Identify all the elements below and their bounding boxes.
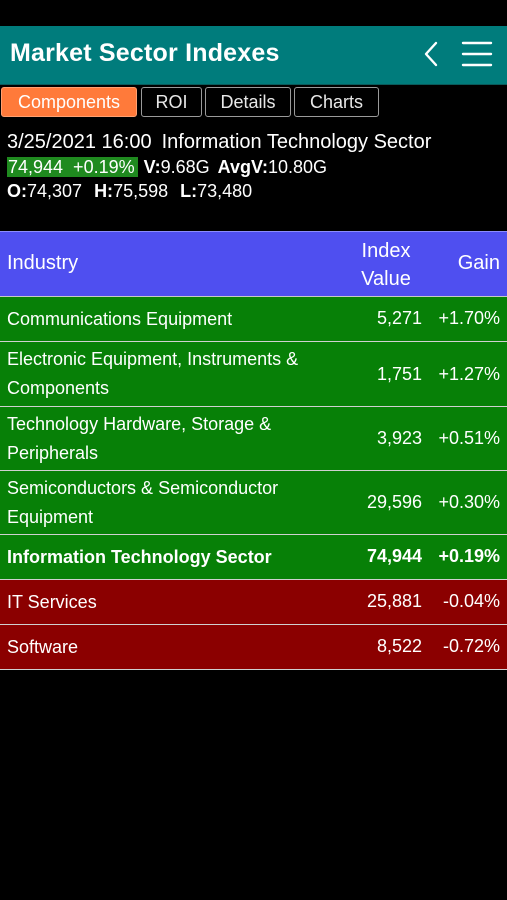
summary-line-datetime: 3/25/2021 16:00 Information Technology Se… <box>7 129 507 155</box>
column-header-index-value-line2: Value <box>361 268 411 290</box>
industry-name: Electronic Equipment, Instruments & Comp… <box>7 349 299 398</box>
table-header: Industry Index Value Gain <box>0 231 507 297</box>
sector-summary: 3/25/2021 16:00 Information Technology Se… <box>7 129 507 203</box>
high-label: H: <box>94 181 114 201</box>
open-value: 74,307 <box>27 181 83 201</box>
avg-volume-label: AvgV: <box>217 157 269 177</box>
industry-name: IT Services <box>7 592 97 612</box>
summary-line-ohl: O:74,307 H:75,598 L:73,480 <box>7 179 507 203</box>
low-label: L: <box>180 181 198 201</box>
gain-value: +1.70% <box>438 308 500 328</box>
index-value: 74,944 <box>366 546 422 566</box>
table-row[interactable]: Technology Hardware, Storage & Periphera… <box>0 407 507 471</box>
volume-label: V: <box>143 157 161 177</box>
gain-value: -0.72% <box>442 636 500 656</box>
column-header-index-value-line1: Index <box>361 240 411 262</box>
summary-sector: Information Technology Sector <box>161 131 432 153</box>
industry-table: Industry Index Value Gain Communications… <box>0 231 507 670</box>
low-value: 73,480 <box>197 181 253 201</box>
open-label: O: <box>7 181 27 201</box>
table-row[interactable]: Software 8,522 -0.72% <box>0 625 507 670</box>
industry-name: Technology Hardware, Storage & Periphera… <box>7 414 272 463</box>
table-row[interactable]: Semiconductors & Semiconductor Equipment… <box>0 471 507 535</box>
gain-value: +0.19% <box>438 546 500 566</box>
tab-roi[interactable]: ROI <box>141 87 202 117</box>
table-row[interactable]: IT Services 25,881 -0.04% <box>0 580 507 625</box>
tab-components[interactable]: Components <box>1 87 137 117</box>
industry-name: Communications Equipment <box>7 309 233 329</box>
index-value: 8,522 <box>376 636 422 656</box>
high-value: 75,598 <box>113 181 169 201</box>
index-value: 29,596 <box>366 492 422 512</box>
volume-value: 9.68G <box>160 157 210 177</box>
industry-name: Information Technology Sector <box>7 547 272 567</box>
index-value: 5,271 <box>376 308 422 328</box>
gain-value: +0.51% <box>438 428 500 448</box>
gain-value: +0.30% <box>438 492 500 512</box>
column-header-index-value[interactable]: Index Value <box>351 237 421 293</box>
index-value: 1,751 <box>376 364 422 384</box>
index-value: 3,923 <box>376 428 422 448</box>
column-header-gain[interactable]: Gain <box>457 252 500 274</box>
chevron-left-icon[interactable] <box>418 40 446 68</box>
tab-details[interactable]: Details <box>205 87 291 117</box>
table-row[interactable]: Communications Equipment 5,271 +1.70% <box>0 297 507 342</box>
summary-line-price: 74,944 +0.19% V:9.68G AvgV:10.80G <box>7 155 507 179</box>
hamburger-menu-icon[interactable] <box>460 40 494 68</box>
table-row[interactable]: Electronic Equipment, Instruments & Comp… <box>0 342 507 407</box>
avg-volume-value: 10.80G <box>268 157 328 177</box>
summary-datetime: 3/25/2021 16:00 <box>7 131 152 153</box>
status-bar <box>0 0 507 26</box>
page-title: Market Sector Indexes <box>10 39 280 67</box>
last-price-chip: 74,944 +0.19% <box>7 157 138 177</box>
app-header: Market Sector Indexes <box>0 26 507 85</box>
gain-value: +1.27% <box>438 364 500 384</box>
index-value: 25,881 <box>366 591 422 611</box>
tab-charts[interactable]: Charts <box>294 87 379 117</box>
industry-name: Software <box>7 637 79 657</box>
column-header-industry[interactable]: Industry <box>7 252 79 274</box>
table-row-sector-total[interactable]: Information Technology Sector 74,944 +0.… <box>0 535 507 580</box>
gain-value: -0.04% <box>442 591 500 611</box>
industry-name: Semiconductors & Semiconductor Equipment <box>7 478 279 527</box>
